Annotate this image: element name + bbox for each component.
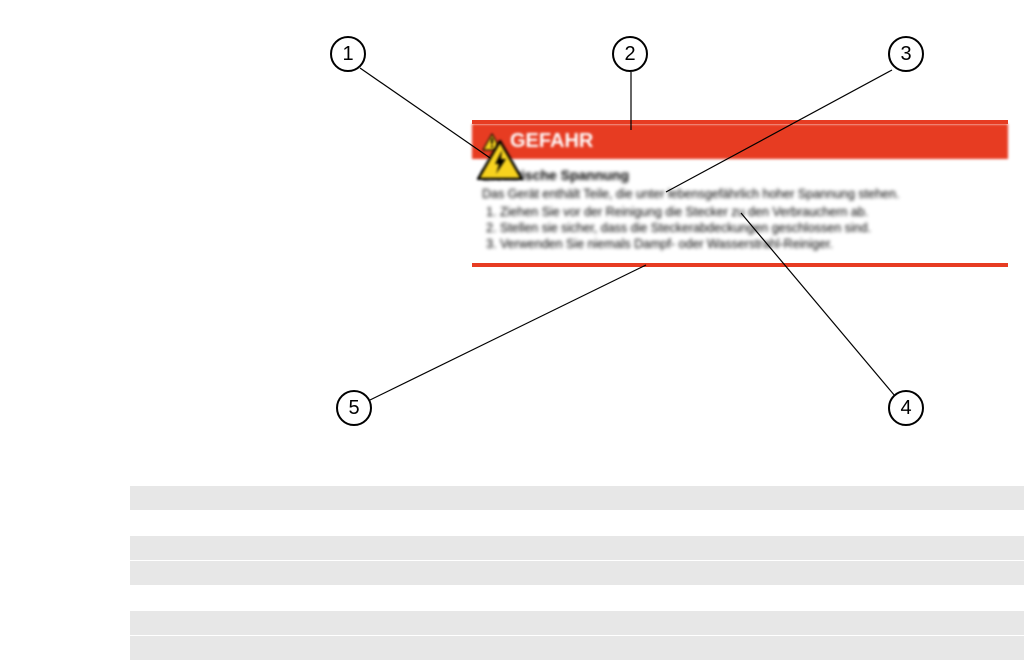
hazard-type-title: Elektrische Spannung [482,167,998,183]
warning-body: Elektrische Spannung Das Gerät enthält T… [472,159,1008,263]
table-row [130,586,1024,611]
hazard-avoidance-list: Ziehen Sie vor der Reinigung die Stecker… [500,205,998,251]
callout-5: 5 [336,390,372,426]
table-row [130,636,1024,661]
callout-4: 4 [888,390,924,426]
callout-diagram: 1 2 3 4 5 GEFAHR Elektrische Spannung Da… [0,0,1024,460]
warning-header: GEFAHR [472,124,1008,159]
callout-3: 3 [888,36,924,72]
list-item: Verwenden Sie niemals Dampf- oder Wasser… [500,237,998,251]
table-row [130,486,1024,511]
electrical-hazard-icon [477,140,523,180]
table-placeholder [130,486,1024,661]
table-row [130,536,1024,561]
warning-block: GEFAHR Elektrische Spannung Das Gerät en… [472,120,1008,267]
callout-1: 1 [330,36,366,72]
list-item: Ziehen Sie vor der Reinigung die Stecker… [500,205,998,219]
callout-2: 2 [612,36,648,72]
hazard-description: Das Gerät enthält Teile, die unter leben… [482,187,998,201]
table-row [130,611,1024,636]
list-item: Stellen sie sicher, dass die Steckerabde… [500,221,998,235]
table-row [130,511,1024,536]
table-row [130,561,1024,586]
